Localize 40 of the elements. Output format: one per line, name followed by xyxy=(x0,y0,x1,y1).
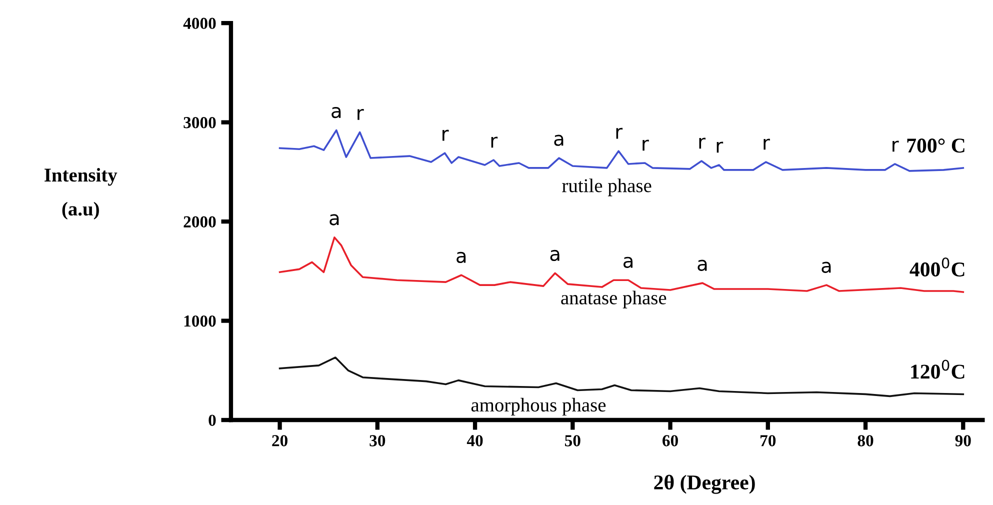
series-label: 400$^{0}$C xyxy=(910,257,964,276)
annotation: r xyxy=(764,138,770,150)
series-label: 120$^{0}$C xyxy=(911,360,964,379)
annotation: r xyxy=(642,140,649,151)
y-axis-title: Intensity (a.u) xyxy=(44,168,118,220)
annotation: a xyxy=(332,106,341,118)
y-tick-label: 0 xyxy=(208,414,216,426)
annotation: r xyxy=(892,140,899,152)
annotation: a xyxy=(554,134,564,146)
annotation: a xyxy=(624,256,632,268)
annotation: a xyxy=(456,252,466,264)
y-tick-label: 3000 xyxy=(184,117,216,128)
y-tick-label: 1000 xyxy=(184,315,216,327)
line-series xyxy=(278,129,964,172)
y-tick-label: 4000 xyxy=(183,18,216,30)
line-series xyxy=(278,356,964,398)
y-tick-label: 2000 xyxy=(184,216,216,228)
series-label: 700° C xyxy=(907,138,964,153)
annotation: anatase phase xyxy=(561,290,666,308)
annotation: r xyxy=(491,136,498,148)
x-tick-label: 70 xyxy=(760,435,776,446)
annotation: a xyxy=(698,260,707,271)
annotation: r xyxy=(442,130,449,141)
annotation: r xyxy=(616,128,623,139)
annotation: a xyxy=(550,250,560,262)
annotation: r xyxy=(699,138,706,149)
annotation: rutile phase xyxy=(562,178,652,196)
x-tick-label: 40 xyxy=(466,435,483,446)
x-tick-label: 50 xyxy=(564,435,580,446)
x-tick-label: 90 xyxy=(955,435,971,446)
x-tick-label: 20 xyxy=(272,435,288,446)
annotation: r xyxy=(716,142,724,153)
annotation: amorphous phase xyxy=(471,398,606,416)
x-axis-title: 2θ (Degree) xyxy=(654,474,755,494)
annotation: a xyxy=(822,262,831,273)
x-tick-label: 60 xyxy=(662,435,678,446)
annotation: r xyxy=(358,108,364,120)
annotation: a xyxy=(330,214,339,226)
x-tick-label: 80 xyxy=(858,435,874,446)
x-tick-label: 30 xyxy=(370,435,386,446)
